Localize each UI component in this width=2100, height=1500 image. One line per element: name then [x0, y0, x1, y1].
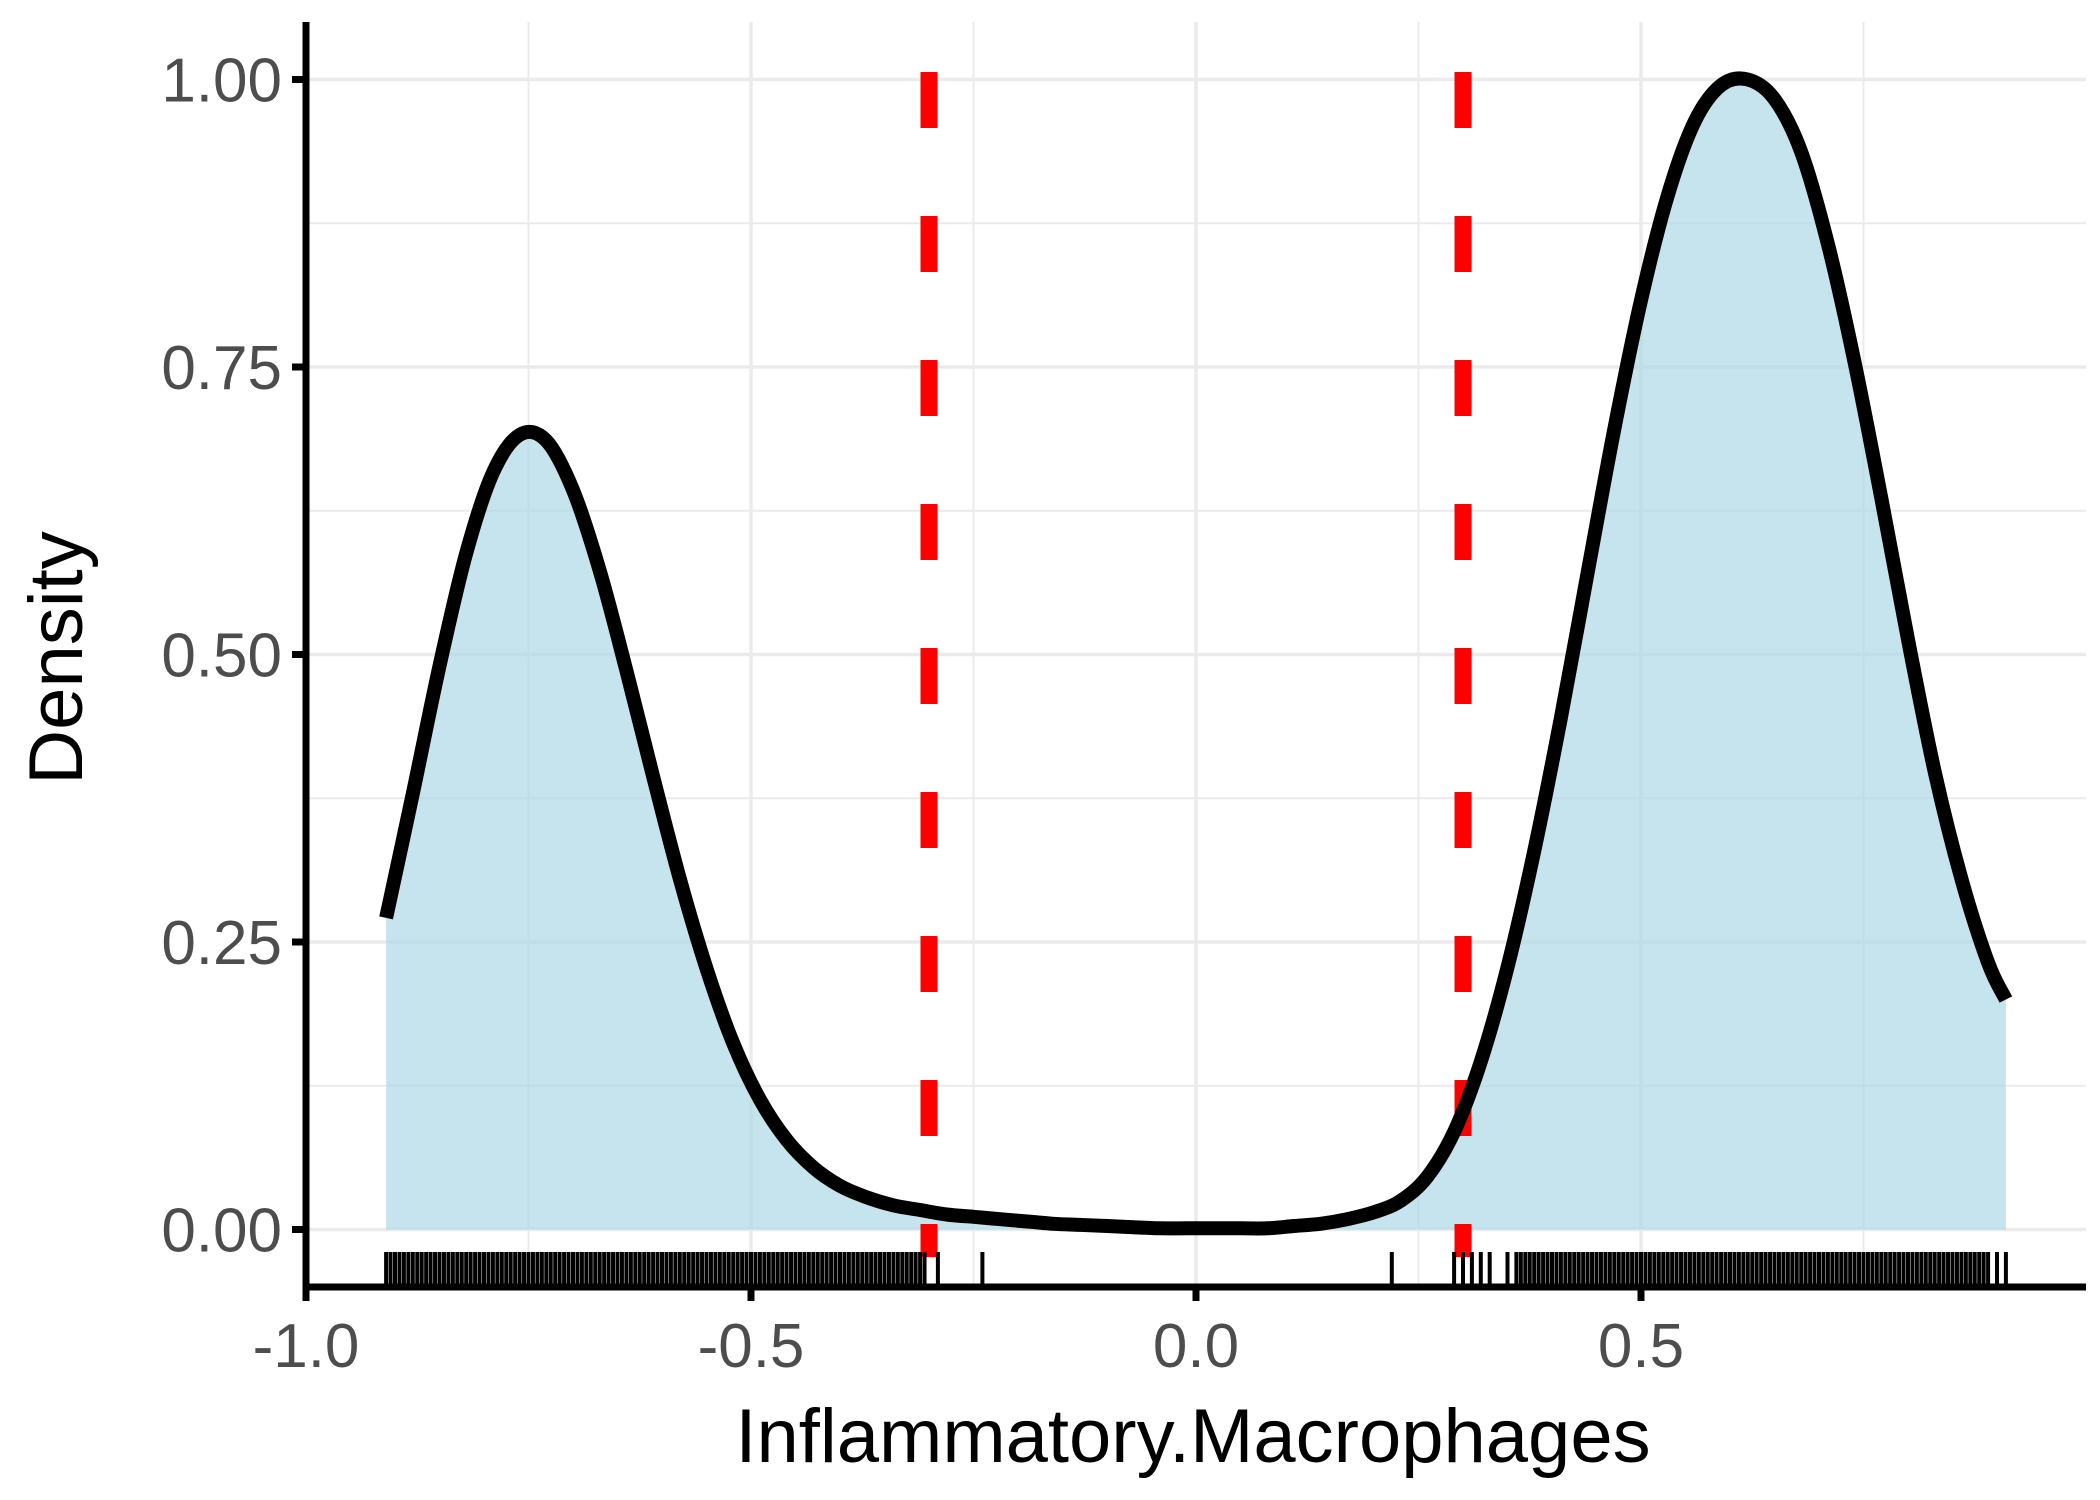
- y-ticks: 0.00 0.25 0.50 0.75 1.00: [161, 47, 306, 1266]
- x-tick-label: -0.5: [698, 1312, 805, 1381]
- x-tick-label: -1.0: [253, 1312, 360, 1381]
- y-tick-label: 0.75: [161, 334, 282, 403]
- x-tick-label: 0.0: [1153, 1312, 1239, 1381]
- x-ticks: -1.0 -0.5 0.0 0.5: [253, 1287, 1684, 1381]
- x-tick-label: 0.5: [1598, 1312, 1684, 1381]
- y-tick-label: 0.50: [161, 622, 282, 691]
- density-area: [386, 78, 2006, 1230]
- x-axis-title: Inflammatory.Macrophages: [735, 1394, 1650, 1479]
- y-tick-label: 0.25: [161, 909, 282, 978]
- rug-marks: [384, 1252, 2008, 1287]
- y-tick-label: 0.00: [161, 1197, 282, 1266]
- cutoff-lines: [920, 72, 1472, 1257]
- density-line: [379, 71, 2013, 1236]
- y-tick-label: 1.00: [161, 47, 282, 116]
- y-axis-title: Density: [14, 531, 99, 784]
